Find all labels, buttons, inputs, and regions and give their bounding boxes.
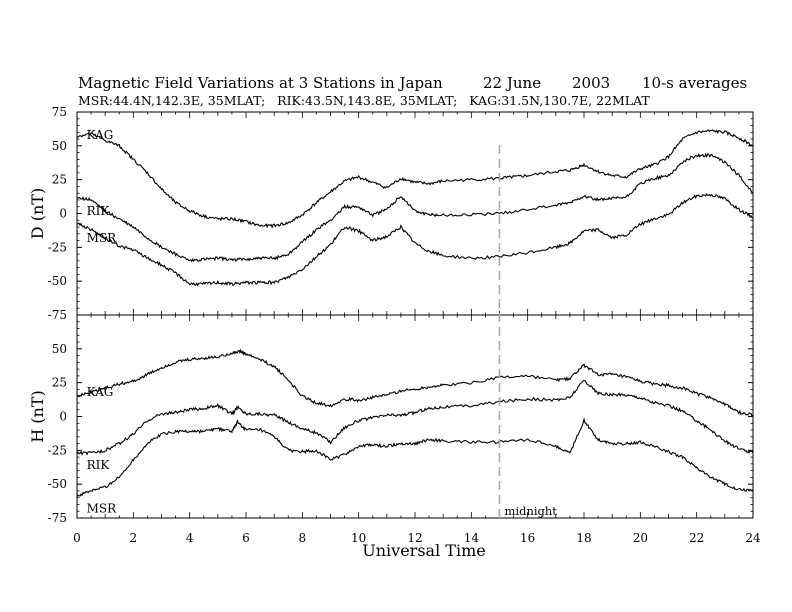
panel-frame-H (76, 314, 754, 519)
x-tick-label: 22 (689, 531, 704, 545)
series-line-D-msr (76, 192, 754, 287)
series-label-D-rik: RIK (87, 204, 111, 218)
y-tick-label-D: 0 (59, 207, 67, 221)
chart-averaging: 10-s averages (642, 74, 747, 92)
y-tick-label-D: -75 (48, 308, 67, 322)
x-tick-label: 16 (520, 531, 535, 545)
x-tick-label: 10 (351, 531, 366, 545)
y-tick-label-H: -50 (48, 477, 67, 491)
x-axis-label: Universal Time (362, 541, 485, 560)
panel-frame-D (76, 111, 754, 316)
series-label-H-msr: MSR (87, 502, 118, 516)
y-axis-label-H: H (nT) (28, 390, 47, 443)
chart-date-year: 2003 (572, 74, 610, 92)
y-tick-label-D: 75 (52, 105, 67, 119)
series-line-H-msr (76, 417, 754, 498)
x-tick-label: 4 (186, 531, 194, 545)
series-label-H-rik: RIK (87, 458, 111, 472)
x-tick-label: 18 (576, 531, 591, 545)
series-line-H-rik (76, 379, 754, 456)
y-tick-label-D: 25 (52, 173, 67, 187)
panel-horizontal: 50 25 0 -25 -50 -75 H (nT) KAG RIK MSR (28, 314, 754, 525)
x-tick-label: 6 (242, 531, 250, 545)
y-tick-label-H: -25 (48, 443, 67, 457)
time-axis: 0 2 4 6 8 10 12 14 16 18 20 22 24 (73, 531, 761, 545)
y-tick-label-H: 25 (52, 376, 67, 390)
x-tick-label: 0 (73, 531, 81, 545)
chart-subtitle: MSR:44.4N,142.3E, 35MLAT; RIK:43.5N,143.… (78, 93, 650, 108)
x-tick-label: 20 (633, 531, 648, 545)
y-tick-label-H: 50 (52, 342, 67, 356)
series-label-H-kag: KAG (87, 385, 114, 399)
series-line-D-rik (76, 152, 754, 263)
midnight-label: midnight (505, 504, 558, 518)
chart-title: Magnetic Field Variations at 3 Stations … (78, 74, 443, 92)
y-tick-label-D: 50 (52, 139, 67, 153)
x-tick-label: 2 (130, 531, 138, 545)
y-tick-label-D: -50 (48, 274, 67, 288)
series-line-D-kag (76, 129, 754, 229)
x-tick-label: 8 (299, 531, 307, 545)
midnight-marker: midnight (498, 145, 558, 518)
series-label-D-msr: MSR (87, 231, 118, 245)
x-tick-label: 24 (745, 531, 761, 545)
series-label-D-kag: KAG (87, 128, 114, 142)
y-tick-label-D: -25 (48, 240, 67, 254)
chart-date-day: 22 June (483, 74, 541, 92)
y-axis-label-D: D (nT) (28, 188, 47, 239)
panel-declination: 75 50 25 0 -25 -50 -75 D (nT) KAG RIK MSR (28, 105, 754, 322)
x-tick-label: 12 (407, 531, 422, 545)
y-tick-label-H: -75 (48, 511, 67, 525)
y-tick-label-H: 0 (59, 410, 67, 424)
series-line-H-kag (76, 348, 754, 417)
x-tick-label: 14 (464, 531, 480, 545)
